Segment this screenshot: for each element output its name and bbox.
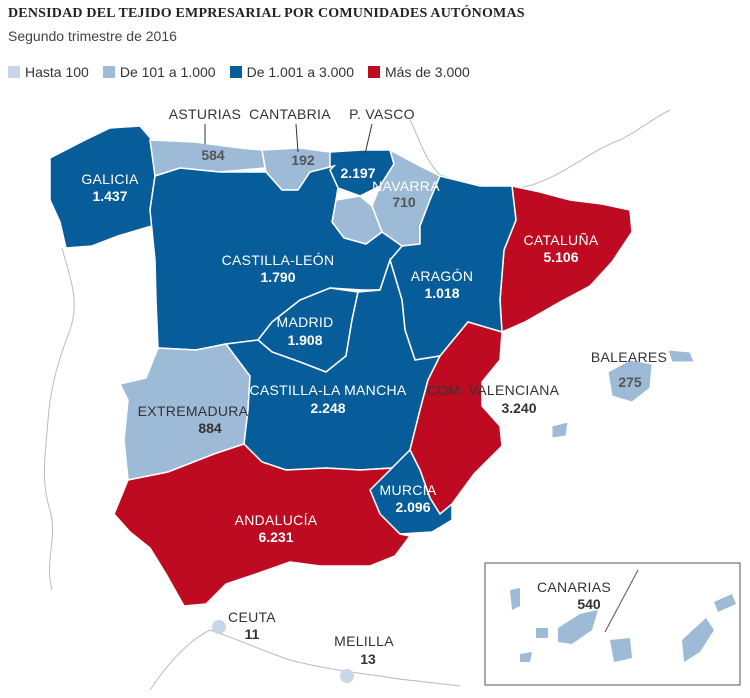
canarias-inset-frame bbox=[484, 562, 741, 686]
label-murcia-name: MURCIA bbox=[379, 482, 436, 498]
region-andalucia[interactable] bbox=[113, 443, 412, 607]
label-andalucia-name: ANDALUCÍA bbox=[235, 512, 318, 528]
legend-label: De 1.001 a 3.000 bbox=[246, 64, 354, 80]
label-galicia-value: 1.437 bbox=[92, 188, 127, 204]
label-com-valenciana-name: COM. VALENCIANA bbox=[427, 382, 560, 398]
region-baleares-menorca[interactable] bbox=[667, 349, 695, 363]
label-ceuta-value: 11 bbox=[245, 626, 260, 642]
label-galicia-name: GALICIA bbox=[81, 171, 139, 187]
label-aragon-name: ARAGÓN bbox=[411, 268, 473, 284]
region-galicia[interactable] bbox=[49, 125, 156, 249]
region-canarias-lanzarote[interactable] bbox=[714, 594, 736, 612]
region-canarias-gomera[interactable] bbox=[536, 628, 548, 638]
label-com-valenciana-value: 3.240 bbox=[501, 400, 536, 416]
legend-swatch bbox=[8, 66, 20, 78]
label-castilla-la-mancha-name: CASTILLA-LA MANCHA bbox=[249, 382, 406, 398]
label-canarias-value: 540 bbox=[577, 596, 601, 612]
label-andalucia-value: 6.231 bbox=[258, 529, 293, 545]
france-border bbox=[409, 109, 671, 189]
label-cantabria-value: 192 bbox=[291, 152, 315, 168]
label-madrid-value: 1.908 bbox=[287, 332, 322, 348]
region-canarias-grancanaria[interactable] bbox=[610, 638, 632, 662]
legend-item-hasta-100: Hasta 100 bbox=[8, 64, 89, 80]
label-canarias-name: CANARIAS bbox=[537, 579, 611, 595]
map-title: DENSIDAD DEL TEJIDO EMPRESARIAL POR COMU… bbox=[8, 6, 525, 21]
legend-swatch bbox=[102, 66, 115, 78]
label-castilla-leon-name: CASTILLA-LEÓN bbox=[222, 252, 335, 268]
pvasco-leader bbox=[364, 123, 373, 155]
portugal-border bbox=[43, 247, 75, 591]
region-ceuta[interactable] bbox=[212, 620, 226, 634]
label-murcia-value: 2.096 bbox=[395, 499, 430, 515]
label-melilla-name: MELILLA bbox=[334, 633, 394, 649]
label-asturias-value: 584 bbox=[201, 147, 225, 163]
legend-label: De 101 a 1.000 bbox=[119, 64, 216, 80]
label-cataluna-name: CATALUÑA bbox=[523, 232, 598, 248]
label-pvasco-value: 2.197 bbox=[340, 165, 375, 181]
label-ceuta-name: CEUTA bbox=[228, 609, 276, 625]
label-madrid-name: MADRID bbox=[276, 314, 333, 330]
label-castilla-leon-value: 1.790 bbox=[260, 269, 295, 285]
label-baleares-value: 275 bbox=[618, 374, 642, 390]
label-asturias-name: ASTURIAS bbox=[169, 106, 241, 122]
legend-swatch bbox=[368, 66, 380, 78]
region-baleares-ibiza[interactable] bbox=[551, 421, 569, 439]
canarias-divider bbox=[604, 569, 639, 633]
legend-item-mas-3000: Más de 3.000 bbox=[368, 64, 470, 80]
legend-swatch bbox=[229, 66, 242, 78]
legend-item-101-1000: De 101 a 1.000 bbox=[102, 64, 216, 80]
cantabria-leader bbox=[295, 123, 299, 153]
legend-label: Más de 3.000 bbox=[385, 64, 470, 80]
label-extremadura-value: 884 bbox=[198, 420, 222, 436]
region-canarias-hierro[interactable] bbox=[520, 652, 532, 662]
region-canarias-lapalma[interactable] bbox=[510, 588, 520, 610]
label-pvasco-name: P. VASCO bbox=[349, 106, 415, 122]
legend-label: Hasta 100 bbox=[25, 64, 89, 80]
label-navarra-name: NAVARRA bbox=[372, 178, 440, 194]
label-extremadura-name: EXTREMADURA bbox=[138, 403, 249, 419]
map-subtitle: Segundo trimestre de 2016 bbox=[8, 28, 177, 44]
label-navarra-value: 710 bbox=[392, 194, 416, 210]
africa-coast bbox=[149, 629, 461, 691]
legend: Hasta 100 De 101 a 1.000 De 1.001 a 3.00… bbox=[8, 64, 470, 80]
region-baleares-mallorca[interactable] bbox=[607, 359, 653, 403]
region-melilla[interactable] bbox=[340, 669, 354, 683]
label-castilla-la-mancha-value: 2.248 bbox=[310, 400, 345, 416]
region-canarias-fuerteventura[interactable] bbox=[682, 618, 714, 662]
label-melilla-value: 13 bbox=[360, 651, 376, 667]
label-aragon-value: 1.018 bbox=[424, 285, 459, 301]
label-cataluna-value: 5.106 bbox=[543, 249, 578, 265]
region-canarias-tenerife[interactable] bbox=[558, 610, 598, 644]
label-cantabria-name: CANTABRIA bbox=[249, 106, 331, 122]
label-baleares-name: BALEARES bbox=[591, 349, 667, 365]
legend-item-1001-3000: De 1.001 a 3.000 bbox=[229, 64, 354, 80]
